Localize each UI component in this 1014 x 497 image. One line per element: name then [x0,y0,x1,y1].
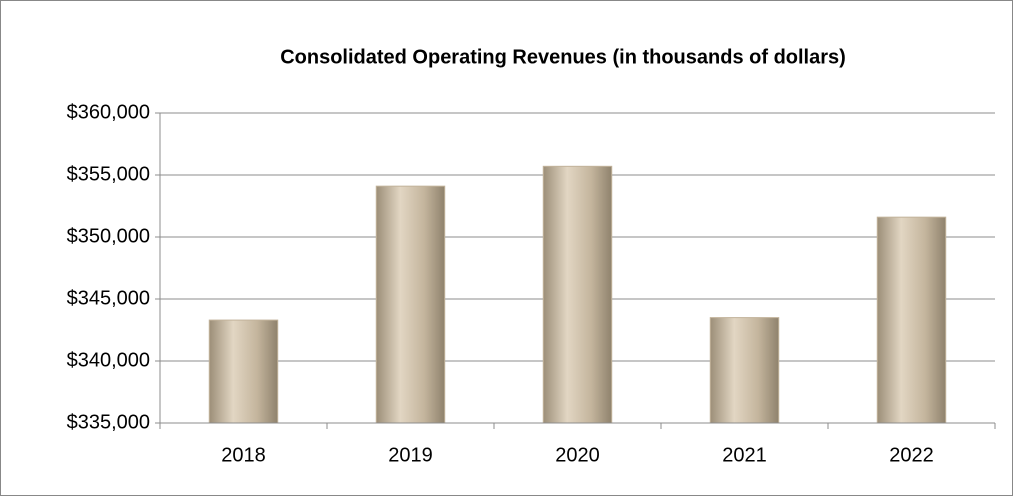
bar [876,216,947,424]
y-tick-label: $340,000 [67,349,150,371]
x-tick-label: 2020 [555,444,600,466]
x-tick-label: 2018 [221,444,266,466]
chart-title: Consolidated Operating Revenues (in thou… [280,46,846,68]
y-tick-label: $345,000 [67,287,150,309]
bar [709,317,780,424]
x-tick-label: 2022 [889,444,934,466]
bar [208,319,279,424]
bar [375,185,446,424]
y-tick-label: $360,000 [67,101,150,123]
y-tick-label: $355,000 [67,163,150,185]
x-tick-label: 2019 [388,444,433,466]
y-tick-label: $350,000 [67,225,150,247]
x-tick-label: 2021 [722,444,767,466]
y-tick-label: $335,000 [67,411,150,433]
bar [542,165,613,424]
